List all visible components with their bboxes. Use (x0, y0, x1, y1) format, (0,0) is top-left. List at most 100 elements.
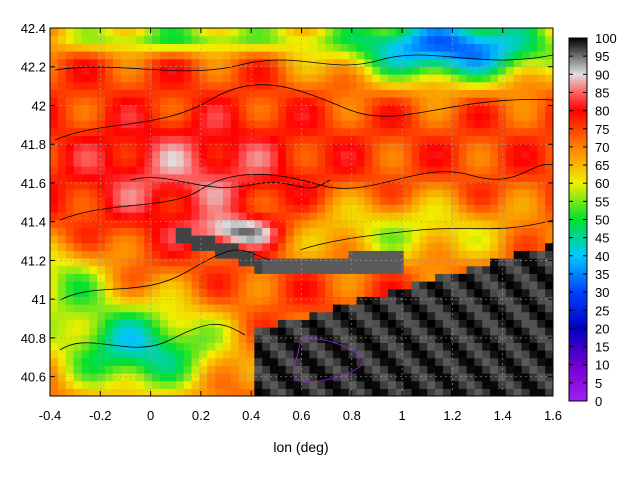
heatmap-cell (246, 273, 255, 282)
heatmap-cell (254, 250, 263, 259)
heatmap-cell (112, 120, 122, 129)
heatmap-cell (482, 127, 491, 136)
heatmap-cell (529, 89, 538, 98)
heatmap-cell (545, 35, 553, 44)
heatmap-cell (152, 365, 161, 374)
heatmap-cell (537, 258, 546, 267)
heatmap-cell (505, 189, 515, 198)
heatmap-cell (73, 265, 83, 274)
heatmap-cell (372, 135, 381, 144)
heatmap-cell (340, 227, 350, 236)
heatmap-cell (458, 89, 468, 98)
heatmap-cell (403, 166, 413, 175)
heatmap-cell (537, 120, 546, 129)
heatmap-cell (215, 273, 224, 282)
heatmap-cell (152, 97, 161, 106)
heatmap-cell (395, 166, 405, 175)
heatmap-cell (293, 120, 303, 129)
heatmap-cell (230, 357, 240, 366)
heatmap-cell (411, 81, 420, 90)
heatmap-cell (160, 112, 169, 121)
heatmap-cell (285, 66, 295, 75)
heatmap-cell (395, 380, 405, 389)
heatmap-cell (529, 158, 538, 167)
heatmap-cell (442, 265, 452, 274)
heatmap-cell (387, 158, 397, 167)
heatmap-cell (450, 388, 460, 396)
heatmap-cell (57, 89, 67, 98)
heatmap-cell (167, 127, 177, 136)
heatmap-cell (191, 273, 200, 282)
heatmap-cell (466, 212, 476, 221)
heatmap-cell (442, 104, 452, 113)
heatmap-cell (387, 135, 397, 144)
heatmap-cell (120, 258, 130, 267)
heatmap-cell (65, 89, 75, 98)
heatmap-cell (427, 166, 436, 175)
heatmap-cell (105, 51, 114, 60)
heatmap-cell (270, 43, 279, 52)
heatmap-cell (458, 296, 468, 305)
heatmap-cell (81, 97, 90, 106)
heatmap-cell (105, 235, 114, 244)
heatmap-cell (175, 104, 185, 113)
heatmap-cell (262, 334, 271, 343)
heatmap-cell (215, 304, 224, 313)
heatmap-cell (128, 120, 138, 129)
heatmap-cell (128, 189, 138, 198)
heatmap-cell (317, 380, 326, 389)
heatmap-cell (246, 296, 255, 305)
heatmap-cell (387, 281, 397, 290)
heatmap-cell (332, 350, 342, 359)
heatmap-cell (466, 173, 476, 182)
heatmap-cell (521, 173, 531, 182)
heatmap-cell (317, 120, 326, 129)
heatmap-cell (537, 143, 546, 152)
heatmap-cell (246, 235, 255, 244)
heatmap-cell (380, 173, 389, 182)
heatmap-cell (199, 373, 208, 382)
heatmap-cell (175, 258, 185, 267)
heatmap-cell (309, 380, 318, 389)
heatmap-cell (89, 181, 98, 190)
heatmap-cell (167, 281, 177, 290)
heatmap-cell (403, 350, 413, 359)
heatmap-cell (183, 319, 193, 328)
heatmap-cell (191, 28, 200, 37)
heatmap-cell (466, 58, 476, 67)
heatmap-cell (207, 150, 216, 159)
heatmap-cell (427, 265, 436, 274)
heatmap-cell (112, 311, 122, 320)
heatmap-cell (97, 173, 106, 182)
heatmap-cell (411, 196, 420, 205)
heatmap-cell (167, 112, 177, 121)
heatmap-cell (230, 288, 240, 297)
heatmap-cell (332, 227, 342, 236)
y-tick-label: 41.6 (21, 176, 46, 191)
heatmap-cell (513, 35, 523, 44)
heatmap-cell (364, 97, 373, 106)
heatmap-cell (285, 350, 295, 359)
heatmap-cell (160, 304, 169, 313)
heatmap-cell (230, 58, 240, 67)
heatmap-cell (222, 74, 232, 83)
heatmap-cell (364, 158, 373, 167)
heatmap-cell (50, 150, 59, 159)
heatmap-cell (419, 235, 428, 244)
heatmap-cell (97, 51, 106, 60)
heatmap-cell (136, 66, 145, 75)
heatmap-cell (411, 89, 420, 98)
heatmap-cell (199, 204, 208, 213)
heatmap-cell (513, 219, 523, 228)
heatmap-cell (458, 173, 468, 182)
heatmap-cell (529, 250, 538, 259)
heatmap-cell (348, 281, 358, 290)
heatmap-cell (317, 28, 326, 37)
heatmap-cell (466, 112, 476, 121)
heatmap-cell (277, 380, 287, 389)
heatmap-cell (419, 58, 428, 67)
heatmap-cell (490, 120, 499, 129)
heatmap-cell (254, 388, 263, 396)
heatmap-cell (81, 74, 90, 83)
heatmap-cell (65, 74, 75, 83)
